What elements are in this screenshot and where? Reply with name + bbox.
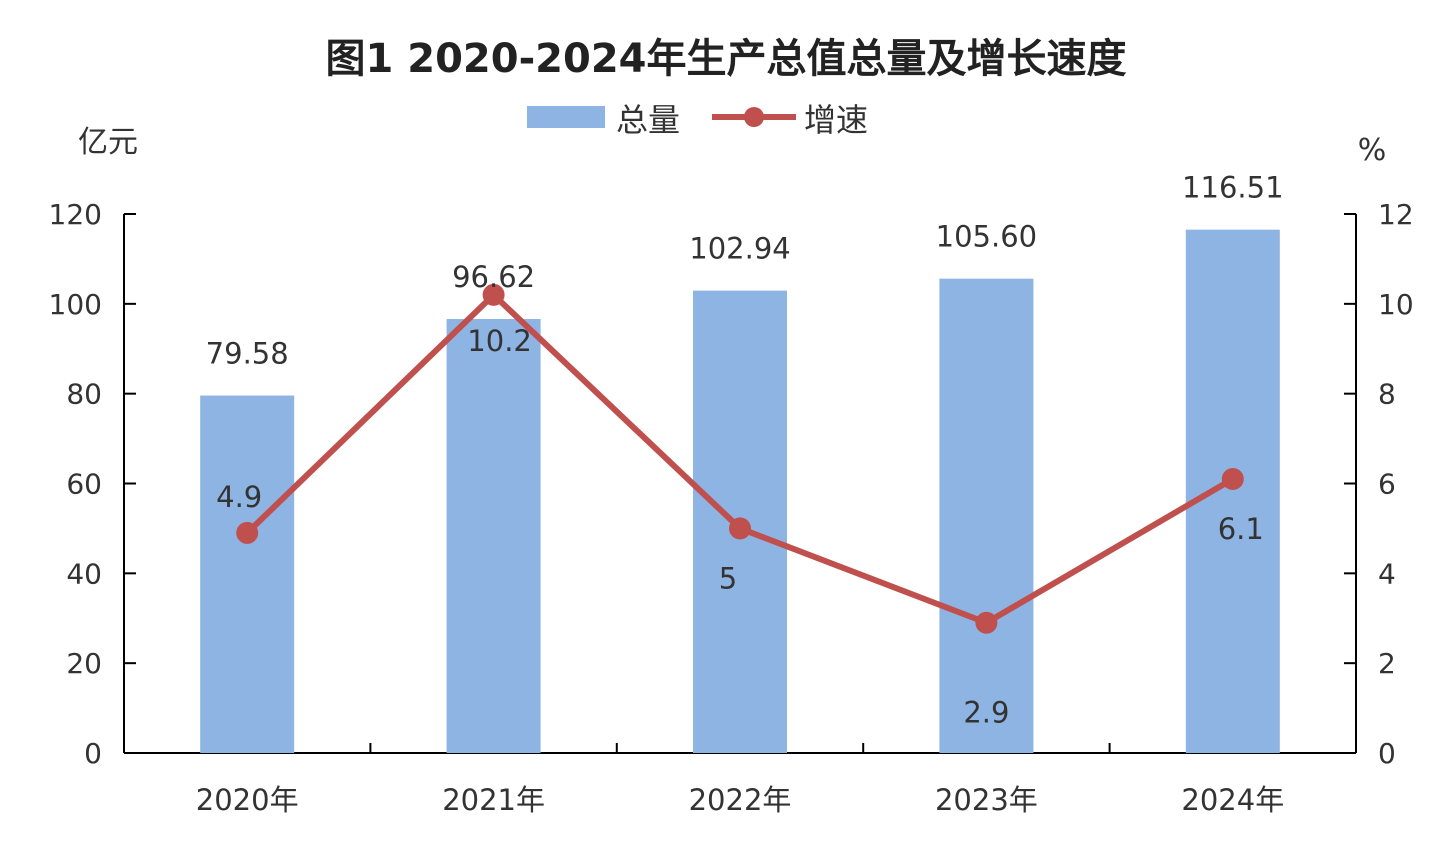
y-tick-label-right: 2 bbox=[1378, 647, 1396, 680]
y-tick-label-left: 120 bbox=[49, 198, 102, 231]
growth-marker-1 bbox=[482, 283, 505, 306]
bar-value-label: 96.62 bbox=[452, 260, 535, 294]
bar-1 bbox=[446, 319, 541, 753]
bar-value-label: 102.94 bbox=[689, 232, 790, 266]
y-tick-label-left: 100 bbox=[49, 288, 102, 321]
y-tick-label-left: 80 bbox=[66, 378, 102, 411]
chart-title: 图1 2020-2024年生产总值总量及增长速度 bbox=[325, 36, 1126, 82]
y-tick-label-left: 40 bbox=[66, 557, 102, 590]
legend-label-line: 增速 bbox=[804, 101, 868, 139]
y-tick-label-right: 6 bbox=[1378, 468, 1396, 501]
legend: 总量 增速 bbox=[527, 101, 868, 139]
growth-value-label: 10.2 bbox=[467, 324, 532, 358]
y-axis-right-unit: % bbox=[1358, 133, 1387, 168]
bar-3 bbox=[939, 278, 1034, 753]
bar-value-label: 116.51 bbox=[1182, 171, 1283, 205]
growth-value-label: 6.1 bbox=[1218, 512, 1264, 546]
y-tick-label-right: 4 bbox=[1378, 557, 1396, 590]
growth-marker-4 bbox=[1221, 468, 1244, 491]
growth-value-label: 5 bbox=[719, 561, 737, 595]
growth-value-label: 4.9 bbox=[216, 480, 262, 514]
y-axis-left-unit: 亿元 bbox=[78, 125, 138, 160]
y-tick-label-left: 0 bbox=[84, 737, 102, 770]
x-tick-label: 2023年 bbox=[935, 783, 1038, 817]
y-tick-label-left: 60 bbox=[66, 468, 102, 501]
growth-marker-3 bbox=[975, 611, 998, 634]
growth-value-label: 2.9 bbox=[963, 696, 1009, 730]
x-tick-label: 2024年 bbox=[1181, 783, 1284, 817]
y-tick-label-right: 0 bbox=[1378, 737, 1396, 770]
bar-value-label: 79.58 bbox=[206, 337, 289, 371]
bars bbox=[200, 229, 1280, 754]
legend-swatch-bar bbox=[527, 106, 605, 128]
axes: 0 0 20 2 40 4 60 6 80 8 100 10 120 12 2020年 2021年 2022年 2… bbox=[49, 198, 1414, 817]
legend-label-bar: 总量 bbox=[616, 101, 680, 139]
bar-0 bbox=[200, 395, 295, 753]
growth-marker-0 bbox=[236, 521, 259, 544]
x-tick-label: 2020年 bbox=[196, 783, 299, 817]
growth-marker-2 bbox=[729, 517, 751, 540]
y-tick-label-right: 8 bbox=[1378, 378, 1396, 411]
growth-line bbox=[236, 283, 1244, 634]
x-tick-label: 2022年 bbox=[689, 783, 792, 817]
bar-4 bbox=[1185, 229, 1280, 754]
y-tick-label-right: 10 bbox=[1378, 288, 1414, 321]
bar-value-label: 105.60 bbox=[936, 220, 1037, 254]
y-tick-label-right: 12 bbox=[1378, 198, 1414, 231]
y-tick-label-left: 20 bbox=[66, 647, 102, 680]
x-tick-label: 2021年 bbox=[442, 783, 545, 817]
data-labels: 79.58 96.62 102.94 105.60 116.51 4.9 10.2 5 2.9 6… bbox=[206, 171, 1284, 730]
legend-swatch-marker bbox=[744, 107, 764, 127]
